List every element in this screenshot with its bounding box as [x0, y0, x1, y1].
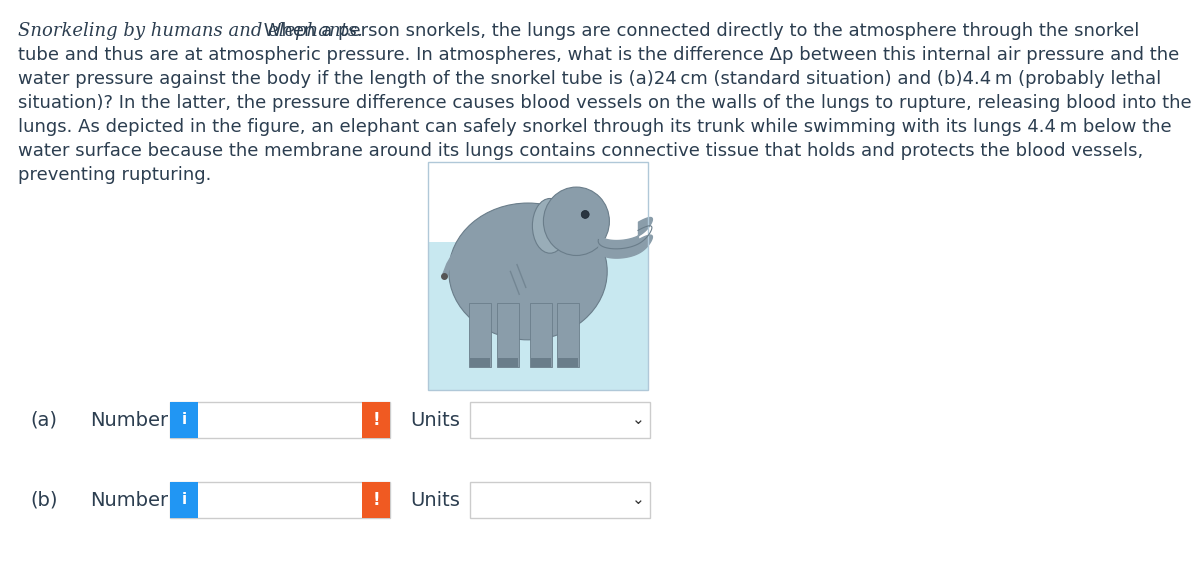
Bar — [470, 402, 650, 438]
Bar — [170, 402, 390, 438]
Circle shape — [581, 210, 589, 218]
Text: i: i — [181, 413, 186, 428]
Text: ⌄: ⌄ — [631, 493, 644, 507]
Text: (a): (a) — [30, 411, 58, 429]
Text: water pressure against the body if the length of the snorkel tube is (a)24 cm (s: water pressure against the body if the l… — [18, 70, 1162, 88]
Text: i: i — [181, 493, 186, 507]
Bar — [170, 482, 390, 518]
Text: Units: Units — [410, 490, 460, 510]
Bar — [428, 242, 648, 390]
Bar — [558, 358, 577, 367]
Text: When a person snorkels, the lungs are connected directly to the atmosphere throu: When a person snorkels, the lungs are co… — [258, 22, 1139, 40]
Polygon shape — [554, 217, 589, 253]
Text: Number: Number — [90, 411, 168, 429]
Bar — [530, 303, 552, 367]
Text: water surface because the membrane around its lungs contains connective tissue t: water surface because the membrane aroun… — [18, 142, 1144, 160]
Text: preventing rupturing.: preventing rupturing. — [18, 166, 211, 184]
Ellipse shape — [449, 203, 607, 340]
Bar — [469, 303, 491, 367]
Bar — [362, 402, 390, 438]
Text: ⌄: ⌄ — [631, 413, 644, 428]
Bar — [532, 358, 551, 367]
Text: (b): (b) — [30, 490, 58, 510]
Text: !: ! — [372, 411, 380, 429]
Ellipse shape — [544, 187, 610, 256]
Text: Units: Units — [410, 411, 460, 429]
Text: lungs. As depicted in the figure, an elephant can safely snorkel through its tru: lungs. As depicted in the figure, an ele… — [18, 118, 1171, 136]
Text: tube and thus are at atmospheric pressure. In atmospheres, what is the differenc: tube and thus are at atmospheric pressur… — [18, 46, 1180, 64]
Bar — [498, 358, 518, 367]
Bar — [170, 402, 198, 438]
Text: situation)? In the latter, the pressure difference causes blood vessels on the w: situation)? In the latter, the pressure … — [18, 94, 1192, 112]
Ellipse shape — [533, 199, 568, 253]
Bar — [362, 482, 390, 518]
Bar — [497, 303, 520, 367]
Text: !: ! — [372, 491, 380, 509]
Text: Snorkeling by humans and elephants.: Snorkeling by humans and elephants. — [18, 22, 362, 40]
Bar — [470, 482, 650, 518]
Bar — [557, 303, 578, 367]
Bar — [170, 482, 198, 518]
Text: Number: Number — [90, 490, 168, 510]
Bar — [428, 162, 648, 390]
Bar — [469, 358, 490, 367]
